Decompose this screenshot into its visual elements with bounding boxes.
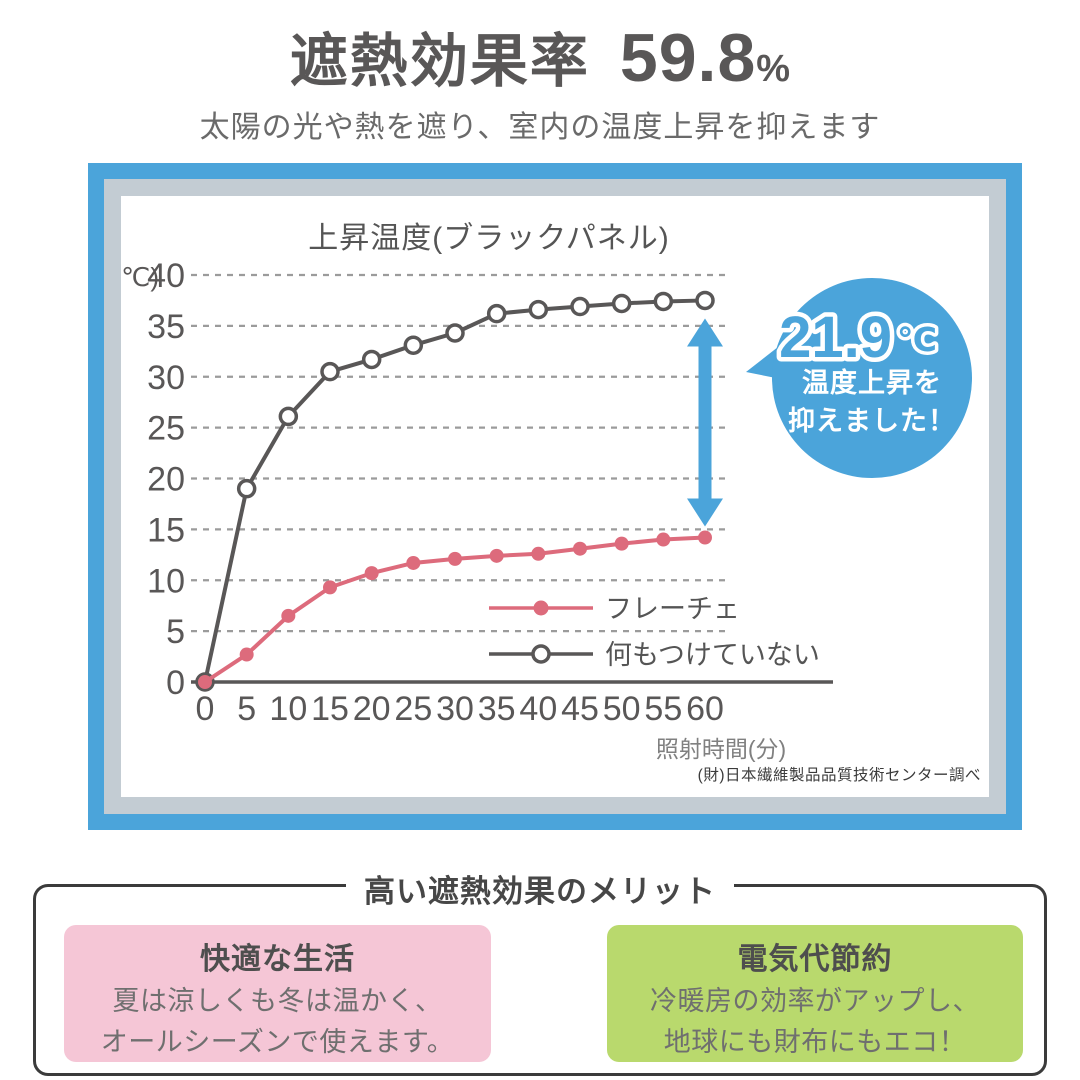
x-tick-label: 45 xyxy=(561,690,599,728)
callout-text: 温度上昇を 抑えました！ xyxy=(762,364,982,440)
x-tick-label: 25 xyxy=(394,690,432,728)
callout-line2: 抑えました！ xyxy=(788,406,956,436)
merit-card-comfort-line1: 夏は涼しくも冬は温かく、 xyxy=(112,986,443,1016)
data-point-open xyxy=(361,349,382,370)
x-tick-label: 10 xyxy=(269,690,307,728)
x-tick-label: 35 xyxy=(478,690,516,728)
y-tick-label: 20 xyxy=(147,461,185,499)
data-point-filled xyxy=(698,530,712,545)
data-point-open xyxy=(653,291,674,312)
merits-box: 高い遮熱効果のメリット 快適な生活 夏は涼しくも冬は温かく、 オールシーズンで使… xyxy=(33,866,1047,1076)
data-point-filled xyxy=(614,536,629,551)
chart-panel: 上昇温度(ブラックパネル)0510152025303540(℃)05101520… xyxy=(88,163,1022,830)
x-axis-label: 照射時間(分) xyxy=(656,736,786,762)
x-tick-label: 50 xyxy=(603,690,641,728)
title-label: 遮熱効果率 xyxy=(289,29,590,94)
y-tick-label: 5 xyxy=(166,613,185,651)
callout-value: 21.9 xyxy=(779,305,892,370)
data-point-open xyxy=(486,303,507,324)
callout-bubble-shape: 21.9 ℃ xyxy=(746,278,972,478)
data-point-open xyxy=(528,299,549,320)
callout-line1: 温度上昇を xyxy=(802,368,942,398)
data-point-open xyxy=(570,296,590,317)
merit-card-savings-title: 電気代節約 xyxy=(737,943,893,976)
temperature-line-chart: 上昇温度(ブラックパネル)0510152025303540(℃)05101520… xyxy=(121,222,833,762)
y-tick-label: 30 xyxy=(147,359,185,397)
data-point-filled xyxy=(281,608,296,623)
chart-title: 上昇温度(ブラックパネル) xyxy=(308,222,669,255)
x-tick-label: 5 xyxy=(237,690,256,728)
merit-card-savings-line2: 地球にも財布にもエコ！ xyxy=(663,1027,967,1057)
merit-card-savings: 電気代節約 冷暖房の効率がアップし、 地球にも財布にもエコ！ xyxy=(607,925,1023,1062)
bubble-circle xyxy=(772,278,972,478)
data-point-filled xyxy=(239,647,254,662)
data-point-open xyxy=(320,361,340,382)
x-tick-label: 0 xyxy=(196,690,215,728)
x-tick-label: 60 xyxy=(686,690,724,728)
difference-arrow-head-down xyxy=(687,498,723,527)
title-value-group: 59.8% xyxy=(620,19,790,97)
data-point-filled xyxy=(448,551,462,566)
subtitle: 太陽の光や熱を遮り、室内の温度上昇を抑えます xyxy=(191,106,889,150)
data-point-filled xyxy=(406,555,421,570)
merit-card-savings-line1: 冷暖房の効率がアップし、 xyxy=(650,986,980,1016)
legend-label: 何もつけていない xyxy=(605,640,820,670)
data-point-filled xyxy=(656,532,671,547)
data-point-open xyxy=(278,406,299,427)
x-tick-label: 30 xyxy=(436,690,474,728)
data-point-filled xyxy=(323,580,337,595)
data-point-open xyxy=(611,293,632,314)
x-tick-label: 15 xyxy=(311,690,349,728)
y-tick-label: 40 xyxy=(147,257,185,295)
merit-card-comfort-title: 快適な生活 xyxy=(200,943,355,976)
subtitle-text: 太陽の光や熱を遮り、室内の温度上昇を抑えます xyxy=(199,111,881,144)
data-point-open xyxy=(236,478,257,499)
y-tick-label: 35 xyxy=(147,308,185,346)
y-tick-label: 15 xyxy=(147,511,185,549)
data-point-filled xyxy=(198,675,212,689)
x-tick-label: 55 xyxy=(644,690,682,728)
merits-title: 高い遮熱効果のメリット xyxy=(346,866,734,911)
data-point-filled xyxy=(489,548,504,563)
chart-source: (財)日本繊維製品品質技術センター調べ xyxy=(697,767,981,784)
data-point-open xyxy=(403,335,424,355)
legend-marker-open xyxy=(531,644,551,664)
data-point-open xyxy=(695,290,715,311)
y-tick-label: 0 xyxy=(166,664,185,702)
y-tick-label: 25 xyxy=(147,410,185,448)
merit-card-comfort-line2: オールシーズンで使えます。 xyxy=(100,1027,455,1057)
y-axis-unit: (℃) xyxy=(121,262,159,292)
data-point-filled xyxy=(364,566,379,581)
y-tick-label: 10 xyxy=(147,562,185,600)
title-value: 59.8 xyxy=(619,20,757,96)
legend-label: フレーチェ xyxy=(605,594,740,624)
data-point-filled xyxy=(531,546,546,561)
callout-unit: ℃ xyxy=(897,321,937,358)
data-point-open xyxy=(445,323,465,343)
page-title: 遮熱効果率 59.8% xyxy=(0,14,1080,98)
merit-card-comfort-body: 夏は涼しくも冬は温かく、 オールシーズンで使えます。 xyxy=(64,981,491,1063)
difference-arrow-head-up xyxy=(687,318,723,347)
data-point-filled xyxy=(573,541,587,556)
x-tick-label: 40 xyxy=(519,690,557,728)
legend-marker-filled xyxy=(533,600,549,616)
merit-card-savings-body: 冷暖房の効率がアップし、 地球にも財布にもエコ！ xyxy=(607,981,1023,1063)
title-unit: % xyxy=(756,48,791,90)
chart-panel-inner-frame: 上昇温度(ブラックパネル)0510152025303540(℃)05101520… xyxy=(104,179,1006,814)
callout-bubble: 21.9 ℃ 温度上昇を 抑えました！ xyxy=(742,278,982,488)
subtitle-row: 太陽の光や熱を遮り、室内の温度上昇を抑えます xyxy=(0,106,1080,150)
x-tick-label: 20 xyxy=(353,690,391,728)
merit-card-comfort: 快適な生活 夏は涼しくも冬は温かく、 オールシーズンで使えます。 xyxy=(64,925,491,1062)
